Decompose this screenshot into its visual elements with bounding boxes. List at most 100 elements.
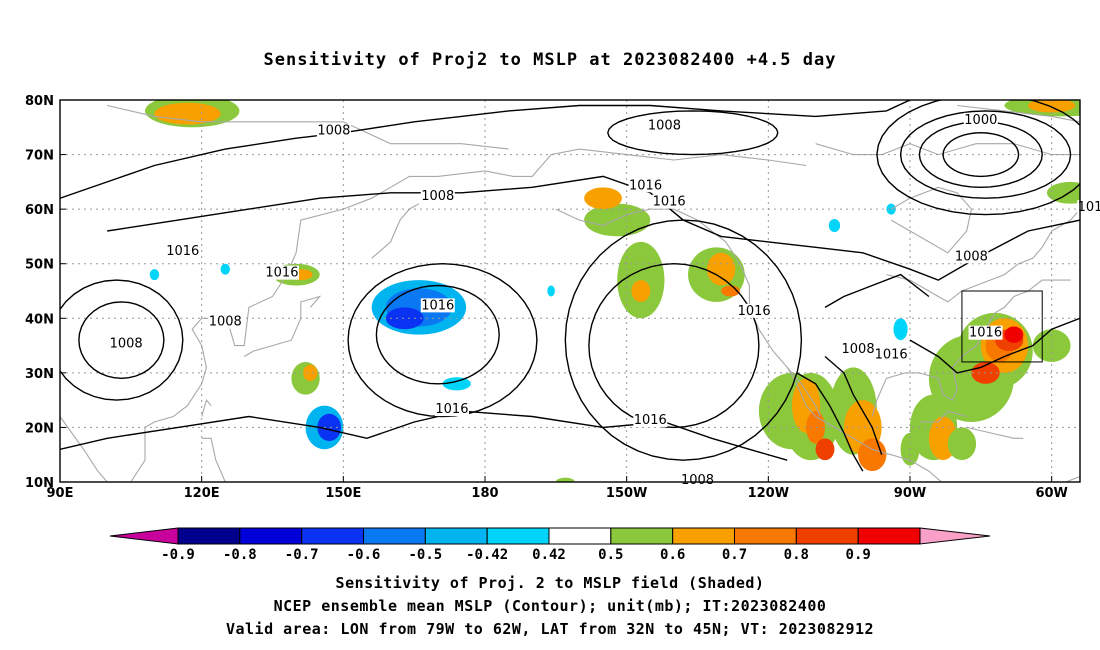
contour-label: 1008: [110, 337, 143, 352]
sensitivity-shading: [145, 100, 1080, 482]
contour-label: 1008: [209, 315, 242, 330]
contour-label: 1016: [435, 402, 468, 417]
lon-tick-label: 60W: [1035, 486, 1067, 501]
coastline: [107, 104, 509, 150]
colorbar-tick-label: -0.8: [223, 547, 257, 563]
sensitivity-patch: [815, 438, 835, 461]
map-frame: [59, 99, 1081, 483]
contour-label-bg: [633, 412, 668, 427]
contour-label-bg: [109, 336, 144, 351]
contour-label-bg: [208, 314, 243, 329]
coastline: [886, 208, 1080, 303]
colorbar-segment: [857, 527, 921, 545]
lat-tick-label: 10N: [25, 476, 54, 491]
mslp-contour: [918, 121, 1043, 189]
contour-label: 1016: [634, 413, 667, 428]
mslp-contour: [60, 100, 911, 199]
colorbar-tick-label: -0.9: [161, 547, 195, 563]
sensitivity-patch: [828, 218, 841, 233]
sensitivity-patch: [385, 307, 424, 330]
colorbar-tick-label: 0.7: [722, 547, 747, 563]
lon-tick-label: 120E: [184, 486, 220, 501]
contour-label-bg: [874, 347, 909, 362]
lon-tick-label: 90W: [894, 486, 926, 501]
colorbar-segment: [610, 527, 674, 545]
mslp-contour: [60, 410, 788, 461]
mslp-contour: [564, 219, 803, 461]
colorbar-tick-label: 0.9: [846, 547, 871, 563]
lat-tick-label: 80N: [25, 94, 54, 109]
sensitivity-patch: [947, 427, 977, 461]
contour-label-bg: [680, 473, 715, 487]
colorbar-tick-label: -0.6: [347, 547, 381, 563]
mslp-contour: [899, 110, 1072, 199]
coastline: [201, 398, 212, 417]
sensitivity-patch: [220, 263, 230, 275]
sensitivity-patch: [886, 203, 896, 215]
contour-label-bg: [647, 118, 682, 133]
sensitivity-patch: [1046, 181, 1080, 204]
caption-shading: Sensitivity of Proj. 2 to MSLP field (Sh…: [335, 574, 765, 592]
colorbar-segment: [548, 527, 612, 545]
mslp-contour: [375, 284, 500, 385]
contour-label: 1008: [317, 124, 350, 139]
colorbar-segment: [672, 527, 736, 545]
lat-tick-label: 70N: [25, 149, 54, 164]
map-title: Sensitivity of Proj2 to MSLP at 20230824…: [263, 50, 837, 70]
caption-contour: NCEP ensemble mean MSLP (Contour); unit(…: [273, 597, 827, 615]
contour-label-bg: [165, 243, 200, 258]
sensitivity-patch: [706, 252, 736, 286]
contour-label-bg: [420, 189, 455, 204]
sensitivity-patch: [1004, 326, 1024, 343]
colorbar-segment: [363, 527, 426, 545]
colorbar-triangle-low: [109, 527, 179, 545]
mslp-contour: [347, 262, 538, 418]
contour-label-bg: [1077, 200, 1100, 215]
mslp-contour: [607, 110, 779, 156]
colorbar-segment: [486, 527, 550, 545]
contour-label: 1008: [648, 118, 681, 133]
contour-label: 1016: [421, 298, 454, 313]
coastline: [966, 426, 1024, 439]
lat-tick-label: 50N: [25, 258, 54, 273]
lon-tick-label: 180: [471, 486, 498, 501]
mslp-contour: [60, 279, 184, 401]
contour-label-bg: [434, 402, 469, 417]
coastline: [371, 203, 420, 259]
mslp-contour: [942, 131, 1020, 178]
contour-label-bg: [737, 303, 772, 318]
mslp-contours: [60, 100, 1080, 472]
mslp-contour: [796, 372, 864, 472]
contour-label: 1016: [969, 326, 1002, 341]
coastline: [919, 410, 967, 423]
mslp-contour: [824, 273, 930, 309]
lon-tick-label: 150E: [325, 486, 361, 501]
contour-label: 1008: [842, 342, 875, 357]
valid-area-box: [961, 290, 1043, 363]
contour-label: 1008: [955, 249, 988, 264]
colorbar-tick-label: 0.8: [784, 547, 809, 563]
coastline: [786, 367, 821, 417]
sensitivity-patch: [584, 187, 622, 210]
sensitivity-patch: [154, 102, 221, 125]
contour-label: 1016: [629, 178, 662, 193]
coastline: [555, 208, 943, 482]
colorbar-tick-label: -0.5: [408, 547, 442, 563]
contour-label-bg: [420, 298, 455, 313]
contour-label-bg: [264, 265, 299, 280]
colorbar-triangle-high: [919, 527, 991, 545]
colorbar: -0.9 -0.8 -0.7 -0.6 -0.5 -0.42 0.42 0.5 0.6 0.7 0.…: [109, 527, 991, 563]
colorbar-segment: [424, 527, 488, 545]
contour-label-bg: [628, 178, 663, 193]
sensitivity-patch: [442, 377, 471, 391]
contour-label: 1000: [964, 113, 997, 128]
contour-label-bg: [954, 249, 989, 264]
coastline: [243, 295, 322, 357]
mslp-contour: [876, 100, 1080, 216]
contour-label: 1016: [653, 195, 686, 210]
lat-tick-label: 40N: [25, 312, 54, 327]
coastline: [890, 186, 972, 254]
colorbar-segment: [177, 527, 241, 545]
